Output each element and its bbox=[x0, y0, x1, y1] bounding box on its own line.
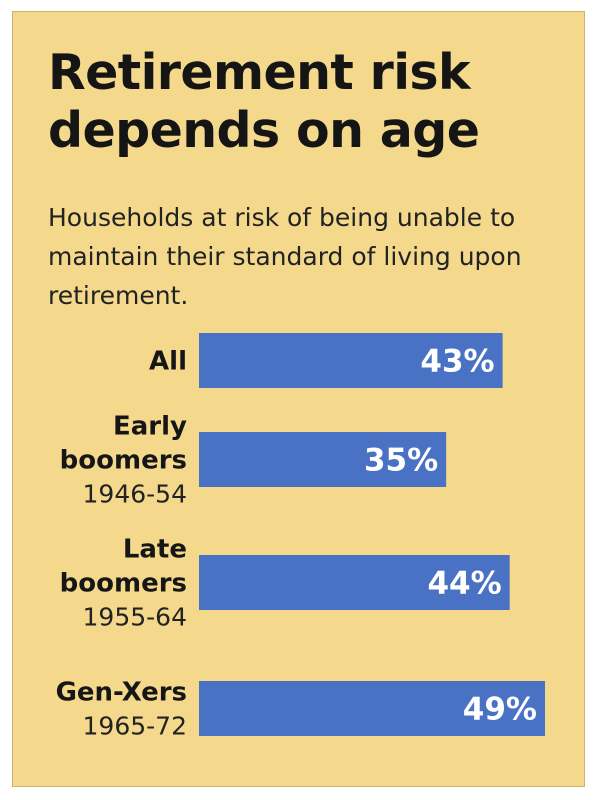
bar-group: 49% Gen-Xers 1965-72 bbox=[56, 678, 545, 741]
chart-title: Retirement risk depends on age bbox=[48, 44, 480, 159]
category-label: Late bbox=[123, 535, 187, 565]
bar bbox=[199, 333, 503, 388]
bar-value-label: 43% bbox=[420, 344, 494, 380]
category-label: All bbox=[149, 347, 187, 377]
category-label: Early bbox=[113, 412, 187, 442]
bar-group: 35% Early boomers 1946-54 bbox=[60, 412, 447, 509]
category-label: boomers bbox=[60, 569, 187, 599]
chart-subtitle: Households at risk of being unable to ma… bbox=[48, 203, 522, 310]
bar bbox=[199, 681, 545, 736]
bar bbox=[199, 432, 447, 487]
bar-value-label: 49% bbox=[463, 692, 537, 728]
category-years: 1965-72 bbox=[83, 712, 187, 741]
category-years: 1946-54 bbox=[83, 480, 187, 509]
chart-panel bbox=[12, 11, 585, 787]
bar-value-label: 35% bbox=[364, 443, 438, 479]
category-label: Gen-Xers bbox=[56, 678, 187, 708]
bar-group: 44% Late boomers 1955-64 bbox=[60, 535, 510, 632]
category-years: 1955-64 bbox=[83, 603, 187, 632]
bar-group: 43% All bbox=[149, 333, 503, 388]
bar bbox=[199, 555, 510, 610]
category-label: boomers bbox=[60, 446, 187, 476]
bar-value-label: 44% bbox=[427, 566, 501, 602]
